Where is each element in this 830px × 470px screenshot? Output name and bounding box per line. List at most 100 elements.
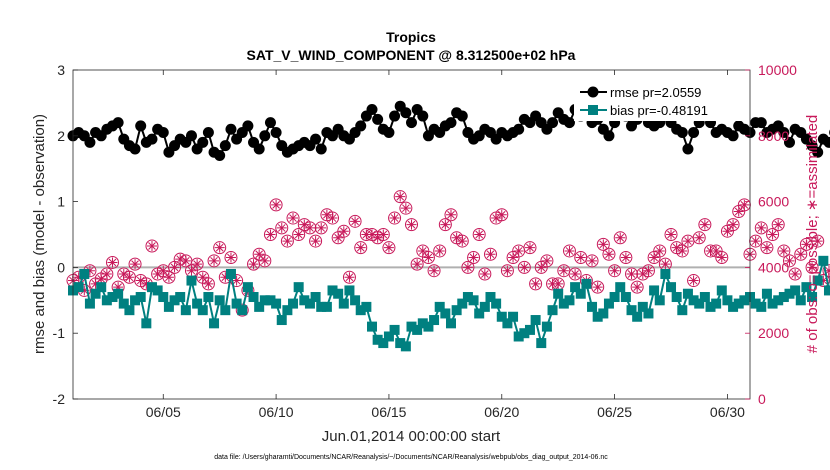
bias-point — [429, 315, 440, 326]
possible-point — [213, 241, 227, 255]
bias-point — [417, 318, 428, 329]
rmse-point — [242, 120, 254, 132]
bias-point — [310, 292, 321, 303]
assimilated-point — [790, 268, 801, 279]
bias-point — [468, 295, 479, 306]
bias-point — [225, 268, 236, 279]
possible-point — [201, 277, 215, 291]
possible-point — [433, 244, 447, 258]
possible-point — [105, 255, 119, 269]
assimilated-point — [818, 275, 829, 286]
bias-point — [666, 282, 677, 293]
bias-point — [259, 295, 270, 306]
assimilated-point — [451, 232, 462, 243]
assimilated-point — [124, 272, 135, 283]
possible-point — [692, 231, 706, 245]
assimilated-point — [632, 282, 643, 293]
bias-point — [784, 288, 795, 299]
bias-point — [750, 298, 761, 309]
y-tick-label: 2 — [57, 128, 65, 144]
assimilated-point — [626, 268, 637, 279]
bias-point — [801, 282, 812, 293]
bias-point — [654, 295, 665, 306]
bias-point — [733, 298, 744, 309]
possible-point — [613, 231, 627, 245]
possible-point — [478, 267, 492, 281]
bias-point — [581, 278, 592, 289]
bias-point — [124, 305, 135, 316]
assimilated-point — [141, 278, 152, 289]
bias-point — [722, 295, 733, 306]
rmse-point — [417, 110, 429, 122]
assimilated-point — [502, 265, 513, 276]
rmse-point — [264, 117, 276, 129]
possible-point — [286, 211, 300, 225]
y-tick-label: 1 — [57, 194, 65, 210]
bias-point — [220, 305, 231, 316]
assimilated-point — [485, 249, 496, 260]
rmse-point — [547, 117, 559, 129]
y-right-tick-label: 4000 — [758, 259, 789, 275]
legend-box — [574, 79, 746, 121]
possible-point — [467, 251, 481, 265]
possible-point — [263, 228, 277, 241]
bias-point — [649, 285, 660, 296]
assimilated-point — [118, 268, 129, 279]
rmse-point — [259, 130, 271, 142]
assimilated-point — [711, 245, 722, 256]
legend-rmse-label: rmse pr=2.0559 — [610, 85, 701, 100]
bias-point — [496, 311, 507, 322]
possible-point — [269, 198, 283, 212]
rmse-point — [783, 136, 795, 148]
bias-point — [462, 292, 473, 303]
possible-point — [190, 257, 204, 271]
rmse-point — [185, 130, 197, 142]
bias-point — [711, 298, 722, 309]
assimilated-point — [389, 213, 400, 224]
assimilated-point — [327, 213, 338, 224]
rmse-point — [253, 143, 265, 155]
assimilated-point — [310, 236, 321, 247]
possible-point — [602, 247, 616, 261]
y-axis-right-label: # of obs: o=possible; ∗=assimilated — [804, 115, 821, 354]
bias-point — [237, 305, 248, 316]
possible-point — [410, 257, 424, 271]
assimilated-point — [508, 252, 519, 263]
assimilated-point — [756, 222, 767, 233]
assimilated-point — [186, 265, 197, 276]
assimilated-point — [524, 242, 535, 253]
rmse-point — [400, 107, 412, 119]
possible-point — [438, 218, 452, 232]
possible-point — [805, 260, 819, 274]
bias-point — [530, 315, 541, 326]
bias-point — [203, 292, 214, 303]
rmse-point — [135, 120, 147, 132]
bias-point — [288, 298, 299, 309]
possible-point — [393, 190, 407, 204]
assimilated-point — [146, 241, 157, 252]
bias-point — [739, 295, 750, 306]
bias-point — [773, 295, 784, 306]
rmse-point — [219, 140, 231, 152]
bias-point — [440, 308, 451, 319]
bias-point — [694, 298, 705, 309]
bias-point — [491, 298, 502, 309]
assimilated-point — [158, 265, 169, 276]
bias-point — [716, 285, 727, 296]
assimilated-point — [716, 252, 727, 263]
possible-point — [500, 264, 514, 278]
rmse-point — [682, 143, 694, 155]
rmse-point — [310, 133, 322, 145]
possible-point — [517, 260, 531, 274]
bias-point — [682, 288, 693, 299]
assimilated-point — [592, 282, 603, 293]
legend: rmse pr=2.0559 bias pr=-0.48191 — [574, 79, 746, 121]
bias-point — [400, 341, 411, 352]
x-tick-label: 06/20 — [484, 404, 519, 420]
possible-point — [760, 241, 774, 255]
bias-point — [197, 305, 208, 316]
assimilated-point — [429, 265, 440, 276]
assimilated-point — [299, 219, 310, 230]
assimilated-point — [784, 255, 795, 266]
bias-point — [209, 318, 220, 329]
